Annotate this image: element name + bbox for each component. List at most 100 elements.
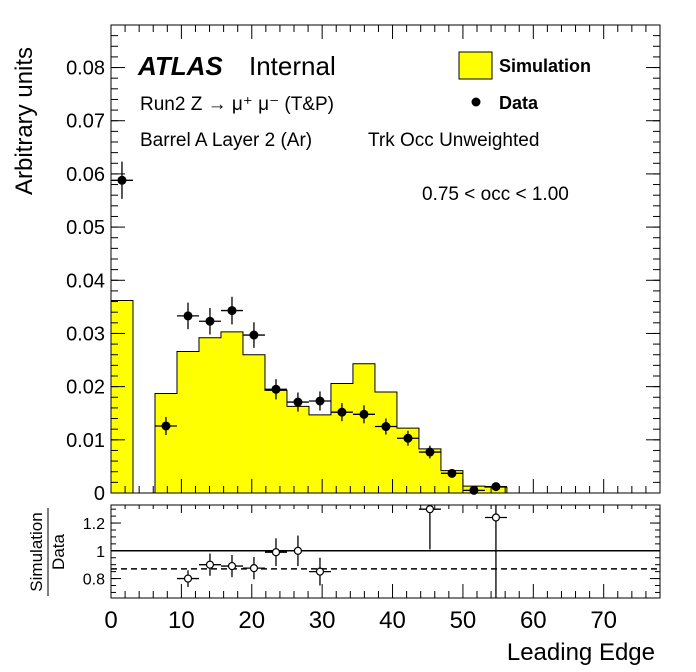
ratio-point <box>220 554 243 578</box>
legend-data-marker <box>471 97 481 107</box>
data-point-marker <box>249 330 259 340</box>
y-tick-label: 0 <box>94 483 105 505</box>
data-point-marker <box>315 396 325 406</box>
simulation-bar <box>396 428 419 493</box>
legend: Simulation Data <box>458 51 591 113</box>
simulation-bar <box>154 393 177 493</box>
simulation-bar <box>198 337 221 493</box>
data-point <box>396 430 419 446</box>
x-tick-label: 0 <box>104 607 117 634</box>
simulation-bar <box>374 391 397 493</box>
data-point <box>220 296 243 325</box>
data-point <box>462 485 485 495</box>
ratio-point-marker <box>271 548 281 557</box>
x-tick-label: 70 <box>590 607 617 634</box>
ratio-point-marker <box>293 546 303 555</box>
y-tick-label: 0.04 <box>66 270 105 292</box>
legend-data-label: Data <box>499 93 539 113</box>
data-point-marker <box>337 407 347 417</box>
simulation-bar <box>418 448 441 493</box>
data-points <box>110 161 507 495</box>
x-tick-label: 20 <box>238 607 265 634</box>
simulation-bar <box>440 470 463 493</box>
occ-type-label: Trk Occ Unweighted <box>368 130 539 151</box>
simulation-bar <box>220 331 243 493</box>
data-point-marker <box>491 482 501 492</box>
x-tick-label: 30 <box>309 607 336 634</box>
ratio-plot-panel: 0.8 1 1.2 0 10 20 30 40 50 60 70 Simulation Data L… <box>27 504 661 666</box>
y-tick-label: 0.03 <box>66 323 105 345</box>
y-tick-label: 0.01 <box>66 430 105 452</box>
ratio-axis-ticks: 0.8 1 1.2 0 10 20 30 40 50 60 70 <box>83 505 661 634</box>
ratio-point <box>308 557 331 586</box>
simulation-bar <box>330 383 353 493</box>
ratio-point-marker <box>183 574 193 583</box>
data-point <box>242 322 265 348</box>
region-label: Barrel A Layer 2 (Ar) <box>140 130 312 151</box>
main-axis-ticks: 0 0.01 0.02 0.03 0.04 0.05 0.06 0.07 0.08 <box>66 24 661 505</box>
ratio-y-tick-label: 1.2 <box>83 516 105 533</box>
data-point <box>484 482 507 492</box>
x-tick-label: 60 <box>520 607 547 634</box>
simulation-histogram <box>110 299 508 494</box>
data-point-marker <box>183 311 193 321</box>
x-tick-label: 40 <box>379 607 406 634</box>
data-point <box>330 403 353 422</box>
ratio-y-tick-label: 0.8 <box>83 572 105 589</box>
ratio-point <box>264 538 287 567</box>
data-point <box>154 416 177 436</box>
ratio-y-title-denominator: Data <box>49 534 68 570</box>
data-point <box>352 405 375 424</box>
data-point <box>418 445 441 459</box>
ratio-point <box>286 535 309 567</box>
ratio-point <box>484 505 507 598</box>
data-point <box>308 391 331 411</box>
ratio-y-tick-label: 1 <box>96 544 105 561</box>
ratio-point-marker <box>249 564 259 573</box>
simulation-bar <box>308 414 331 493</box>
y-tick-label: 0.06 <box>66 164 105 186</box>
data-point-marker <box>425 447 435 457</box>
ratio-point-marker <box>205 560 215 569</box>
main-plot-panel: 00.010.020.030.040.050.060.070.08 ATLAS … <box>11 24 661 505</box>
data-point-marker <box>227 306 237 316</box>
simulation-bar <box>286 406 309 493</box>
x-tick-label: 50 <box>450 607 477 634</box>
data-point <box>177 302 199 330</box>
ratio-point-marker <box>227 561 237 571</box>
data-point-marker <box>381 422 391 432</box>
data-point-marker <box>271 384 281 394</box>
y-tick-label: 0.07 <box>66 111 105 133</box>
atlas-label: ATLAS <box>137 51 223 81</box>
ratio-point-marker <box>425 505 435 514</box>
run-label: Run2 Z → μ⁺ μ⁻ (T&P) <box>140 94 334 115</box>
data-point <box>264 379 287 400</box>
legend-simulation-label: Simulation <box>499 56 591 76</box>
data-point-marker <box>403 433 413 443</box>
data-point-marker <box>359 409 369 419</box>
occ-range-label: 0.75 < occ < 1.00 <box>422 184 569 205</box>
ratio-point <box>198 553 221 576</box>
data-point <box>440 468 463 478</box>
simulation-bar <box>176 351 199 493</box>
data-point <box>198 307 221 335</box>
data-point-marker <box>447 468 457 478</box>
ratio-point <box>242 557 265 580</box>
ratio-point-marker <box>491 513 501 522</box>
y-tick-label: 0.02 <box>66 377 105 399</box>
y-tick-label: 0.08 <box>66 58 105 80</box>
ratio-y-title-numerator: Simulation <box>27 512 46 591</box>
ratio-y-title: Simulation Data <box>27 508 68 596</box>
simulation-bar <box>264 390 287 493</box>
legend-simulation-swatch <box>458 51 493 80</box>
y-tick-label: 0.05 <box>66 217 105 239</box>
ratio-point <box>177 570 199 587</box>
data-point-marker <box>161 421 171 431</box>
internal-label: Internal <box>249 51 336 81</box>
ratio-points <box>177 505 507 598</box>
data-point <box>110 161 133 199</box>
data-point-marker <box>469 485 479 495</box>
data-point-marker <box>205 316 215 326</box>
simulation-bar <box>352 363 375 493</box>
